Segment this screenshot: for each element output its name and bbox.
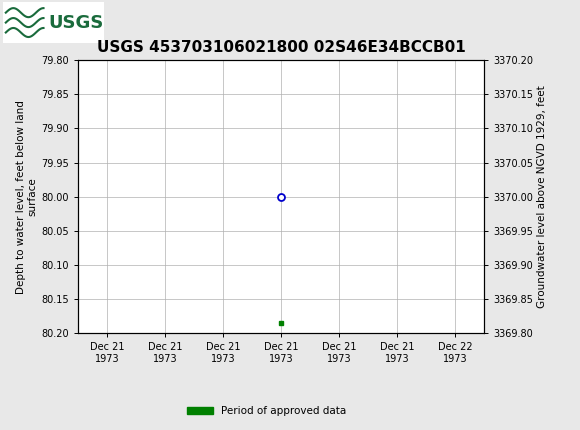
Legend: Period of approved data: Period of approved data xyxy=(183,402,351,421)
Title: USGS 453703106021800 02S46E34BCCB01: USGS 453703106021800 02S46E34BCCB01 xyxy=(97,40,466,55)
Y-axis label: Depth to water level, feet below land
surface: Depth to water level, feet below land su… xyxy=(16,100,37,294)
Y-axis label: Groundwater level above NGVD 1929, feet: Groundwater level above NGVD 1929, feet xyxy=(538,85,548,308)
Text: USGS: USGS xyxy=(48,14,103,31)
Bar xyxy=(3,2,104,43)
